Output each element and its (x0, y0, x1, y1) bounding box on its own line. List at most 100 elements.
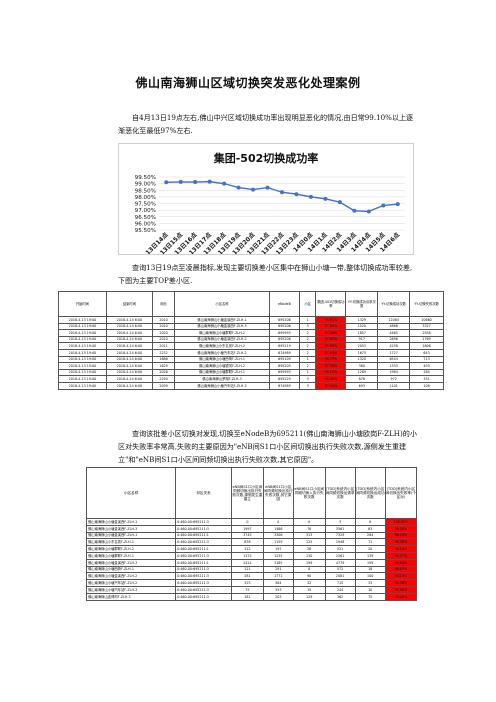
table-cell: 917 (345, 335, 379, 344)
table-cell: 713 (409, 355, 444, 364)
column-header: eNodeB (268, 291, 300, 317)
table-cell: 75 (230, 585, 264, 594)
table-cell: 12084 (377, 316, 411, 324)
table-cell: 643 (409, 348, 444, 357)
y-tick-label: 98.00% (135, 195, 156, 201)
table-cell: 129 (292, 592, 326, 601)
table-cell: 90 (292, 572, 326, 581)
table-cell: 2018-4-14 6:00 (105, 381, 153, 390)
table-cell: 32 (292, 579, 326, 587)
column-header: 小区名称 (174, 291, 270, 317)
table-cell: 2039 (151, 381, 176, 390)
table-cell: 20 (354, 545, 386, 553)
table-cell: 1857 (345, 329, 379, 337)
table-cell: 71 (354, 538, 386, 547)
table-cell: 695993 (268, 368, 300, 377)
table-cell: 佛山南海狮山小塘西荷F-ZLH-1 (85, 565, 177, 574)
table-cell: 佛山南海狮山小塘汽车站F-ZLH-3 (85, 585, 177, 594)
data-point (395, 202, 400, 207)
table-cell: 1320 (345, 355, 379, 364)
table-cell: 693 (345, 381, 379, 390)
table-cell: 284 (354, 531, 386, 540)
column-header: 邻区关系 (175, 467, 232, 519)
table-cell: 362 (324, 592, 356, 601)
table-row: 佛山南海狮山小塘金溪西F-ZLH-3 0:460-00:695211:1 2414 3… (85, 558, 418, 567)
table-cell: 7329 (324, 531, 356, 540)
table-row: 2018-4-13 19:00 2018-4-14 6:00 1686 佛山南海狮山小… (58, 355, 444, 364)
chart-svg: 集团-502切换成功率 99.50%99.00%98.50%98.00%97.50… (135, 151, 405, 254)
table-cell: 0 (292, 518, 326, 526)
table-cell: 97.49% (315, 329, 347, 337)
table-cell: 674989 (268, 348, 300, 357)
table-cell: 2018-4-14 6:00 (105, 375, 153, 383)
table-cell: 95.86% (315, 342, 347, 350)
table-cell: 2018-4-14 6:00 (105, 316, 153, 324)
table-cell: 0:460-00:695211:1 (175, 558, 232, 567)
table-cell: 3 (298, 322, 317, 331)
column-header: eNB间S1口小区间同频切换入执行失败次数 (292, 467, 326, 519)
table-cell: 1520 (345, 322, 379, 331)
table-cell: 97.50% (315, 362, 347, 370)
column-header: [TDD]系统内小区间同频切换出请求次数 (324, 467, 356, 519)
table-cell: 2010 (151, 316, 176, 324)
neighbor-relation-table: 小区名称 邻区关系 eNB间S1口小区间同频切换出执行失败次数,源侧发生重建立 eNB… (85, 467, 418, 601)
table-cell: 3327 (409, 322, 444, 331)
table-row: 2018-4-13 19:00 2018-4-14 6:00 2011 佛山南海狮山小… (58, 342, 444, 350)
table-cell: 1101 (377, 381, 411, 390)
table-cell: 3306 (262, 531, 294, 540)
data-point (294, 192, 299, 197)
table-cell: 97.02% (315, 335, 347, 344)
table-cell: 572 (324, 565, 356, 574)
table-cell: 4866 (377, 322, 411, 331)
table-cell: 2018-4-13 19:00 (58, 342, 107, 350)
table-cell: 0 (262, 518, 294, 526)
table-cell: 1997 (230, 524, 264, 533)
table-cell: 353 (262, 585, 294, 594)
table-cell: 2053 (345, 342, 379, 350)
table-cell: 284 (409, 368, 444, 377)
table-cell: 715 (324, 579, 356, 587)
table-cell: 2938 (409, 329, 444, 337)
table-cell: 1235 (262, 551, 294, 560)
table-cell: 695206 (268, 316, 300, 324)
table-cell: 10 (354, 585, 386, 594)
table-cell: 佛山南海狮山小塘群联F-ZLH-1 (174, 368, 270, 377)
y-tick-label: 99.50% (135, 175, 156, 181)
table-cell: 3 (298, 375, 317, 383)
table-cell: 2 (298, 342, 317, 350)
table-cell: 2018-4-13 19:00 (58, 362, 107, 370)
table-cell: 1159 (262, 538, 294, 547)
table-cell: 79.28% (384, 592, 418, 601)
table-cell: 521 (324, 545, 356, 553)
table-cell: 佛山南海狮山小东名苑F-ZLH-2 (174, 342, 270, 350)
table-cell: 876 (345, 375, 379, 383)
table-cell: 96.16% (384, 545, 418, 553)
table-cell: 96.10% (384, 531, 418, 540)
table-row: 2018-4-13 19:00 2018-4-14 6:00 2010 佛山南海狮山小… (58, 316, 444, 324)
table-cell: 2250 (151, 375, 176, 383)
table-cell: 佛山南海狮山小塘银河F-ZLH-2 (174, 362, 270, 370)
table-cell: 4779 (324, 558, 356, 567)
table-cell: 2081 (324, 572, 356, 581)
data-point (236, 185, 241, 190)
table-cell: 139 (354, 551, 386, 560)
table-row: 佛山南海狮山连傅村F-ZLH-3 0:460-00:695211:3 181 203 1… (85, 592, 418, 601)
table-cell: 695205 (268, 362, 300, 370)
table-cell: 695206 (268, 322, 300, 331)
table-cell: 2026 (151, 368, 176, 377)
table-row: 2018-4-13 19:00 2018-4-14 6:00 2026 佛山南海狮山小… (58, 368, 444, 377)
table-cell: 佛山南海狮山小东名苑F-ZLH-1 (85, 538, 177, 547)
table-cell: 1769 (409, 335, 444, 344)
column-header: eNB间S1口小区间同频切换出执行失败次数,其它原因 (262, 467, 294, 519)
table-cell: 95.38% (384, 579, 418, 587)
table-cell: 佛山南海狮山小塘金溪西F-ZLH-3 (174, 322, 270, 331)
chart-title: 集团-502切换成功率 (213, 151, 319, 165)
data-point (323, 196, 328, 201)
table-cell: 3 (298, 381, 317, 390)
table-cell: 197 (262, 545, 294, 553)
table-cell: 493 (409, 362, 444, 370)
table-cell: 3185 (262, 558, 294, 567)
table-cell: 1 (298, 355, 317, 364)
table-cell: 203 (262, 592, 294, 601)
